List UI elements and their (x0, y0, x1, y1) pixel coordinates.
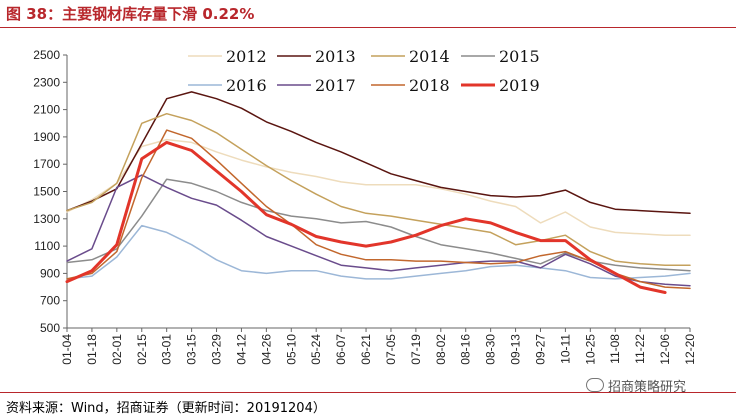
series-line-2013 (67, 92, 690, 213)
x-tick-label: 06-07 (334, 334, 348, 365)
y-tick-label: 2500 (33, 48, 60, 62)
legend-label-2015: 2015 (499, 47, 540, 66)
x-tick-label: 12-20 (683, 334, 697, 365)
series-lines (67, 92, 690, 293)
watermark-text: 招商策略研究 (608, 380, 686, 395)
legend-label-2016: 2016 (226, 76, 267, 95)
x-tick-label: 06-21 (359, 334, 373, 365)
x-tick-label: 11-22 (633, 334, 647, 364)
legend-label-2018: 2018 (409, 76, 450, 95)
x-tick-label: 03-01 (160, 334, 174, 365)
x-tick-label: 07-05 (384, 334, 398, 365)
series-line-2015 (67, 179, 690, 271)
y-tick-label: 1300 (33, 212, 60, 226)
y-tick-label: 500 (40, 321, 60, 335)
x-tick-label: 02-15 (135, 334, 149, 365)
x-tick-label: 01-04 (60, 334, 74, 365)
x-tick-label: 02-01 (110, 334, 124, 365)
y-tick-label: 2300 (33, 75, 60, 89)
legend-label-2013: 2013 (315, 47, 356, 66)
x-tick-label: 05-10 (284, 334, 298, 365)
x-tick-label: 08-30 (484, 334, 498, 365)
y-tick-label: 1100 (34, 239, 60, 253)
x-tick-label: 09-13 (509, 334, 523, 365)
x-tick-label: 11-08 (608, 334, 622, 364)
x-tick-label: 04-12 (234, 334, 248, 365)
x-tick-label: 05-24 (309, 334, 323, 365)
x-tick-label: 08-16 (459, 334, 473, 365)
x-tick-label: 10-11 (558, 334, 572, 364)
source-note: 资料来源：Wind，招商证券（更新时间：20191204） (6, 397, 326, 416)
y-tick-label: 900 (40, 266, 60, 280)
x-tick-label: 03-15 (185, 334, 199, 365)
y-tick-label: 1700 (33, 157, 60, 171)
x-tick-labels: 01-04 01-18 02-01 02-15 03-01 03-15 03-29 04-12… (60, 334, 697, 365)
y-tick-label: 700 (40, 294, 60, 308)
y-tick-label: 2100 (33, 103, 60, 117)
y-tick-labels: 500 700 900 1100 1300 1500 1700 1900 2100 2300 250… (33, 48, 60, 335)
legend-label-2017: 2017 (315, 76, 356, 95)
y-tick-label: 1500 (33, 185, 60, 199)
watermark: 招商策略研究 (586, 376, 686, 395)
x-tick-label: 04-26 (259, 334, 273, 365)
x-tick-label: 03-29 (210, 334, 224, 365)
series-line-2016 (67, 226, 690, 279)
x-tick-label: 09-27 (533, 334, 547, 365)
wechat-icon (586, 378, 604, 392)
x-tick-label: 07-19 (409, 334, 423, 365)
x-tick-label: 01-18 (85, 334, 99, 365)
x-tick-label: 12-06 (658, 334, 672, 365)
x-tick-label: 10-25 (583, 334, 597, 365)
line-chart: 500 700 900 1100 1300 1500 1700 1900 2100 2300 250… (0, 0, 736, 392)
legend-label-2012: 2012 (226, 47, 267, 66)
y-tick-label: 1900 (33, 130, 60, 144)
legend: 2012 2013 2014 2015 2016 2017 2018 2019 (188, 47, 540, 95)
legend-label-2014: 2014 (409, 47, 450, 66)
legend-label-2019: 2019 (499, 76, 540, 95)
x-tick-label: 08-02 (434, 334, 448, 365)
